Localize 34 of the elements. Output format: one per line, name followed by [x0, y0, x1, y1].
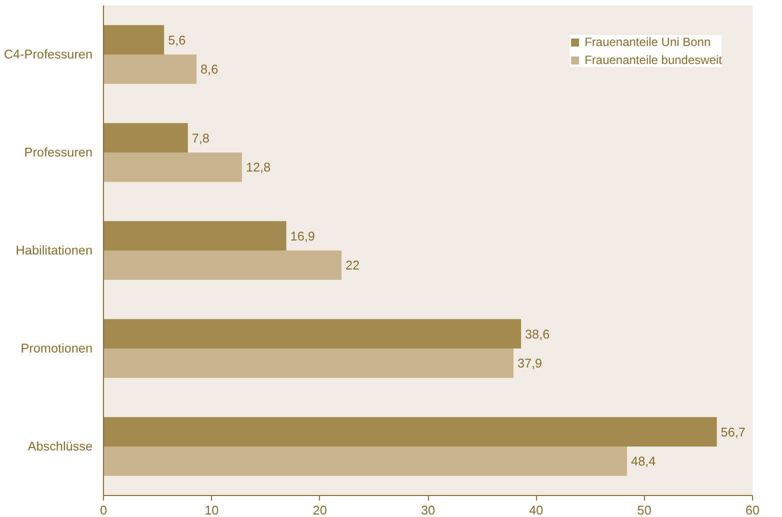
data-label: 37,9 [517, 356, 542, 371]
data-label: 12,8 [246, 160, 271, 175]
bar [104, 319, 522, 348]
bar [104, 250, 342, 280]
data-label: 56,7 [720, 425, 746, 440]
bar [104, 417, 717, 446]
data-label: 16,9 [290, 229, 315, 244]
y-tick-label: C4-Professuren [4, 48, 93, 62]
data-label: 8,6 [200, 62, 218, 77]
bar [104, 221, 286, 250]
data-label: 22 [345, 258, 360, 273]
legend-label: Frauenanteile Uni Bonn [584, 35, 711, 49]
y-tick-label: Professuren [24, 146, 93, 160]
x-tick-label: 40 [529, 504, 544, 517]
x-tick-label: 20 [312, 504, 327, 517]
y-tick-label: Promotionen [20, 342, 93, 356]
x-tick-label: 10 [204, 504, 219, 517]
y-tick-label: Habilitationen [16, 244, 93, 258]
x-tick-label: 60 [745, 504, 760, 517]
x-tick-label: 0 [100, 504, 108, 517]
data-label: 48,4 [631, 454, 656, 469]
data-label: 7,8 [192, 131, 210, 146]
data-label: 5,6 [168, 33, 186, 48]
bar [104, 152, 242, 182]
bar [104, 123, 188, 152]
legend-label: Frauenanteile bundesweit [584, 53, 722, 67]
x-tick-label: 50 [637, 504, 652, 517]
bar [104, 25, 164, 54]
bar [104, 446, 628, 476]
data-label: 38,6 [525, 327, 550, 342]
bar [104, 348, 514, 378]
x-tick-label: 30 [420, 504, 436, 517]
bar [104, 54, 197, 84]
y-tick-label: Abschlüsse [28, 440, 93, 454]
